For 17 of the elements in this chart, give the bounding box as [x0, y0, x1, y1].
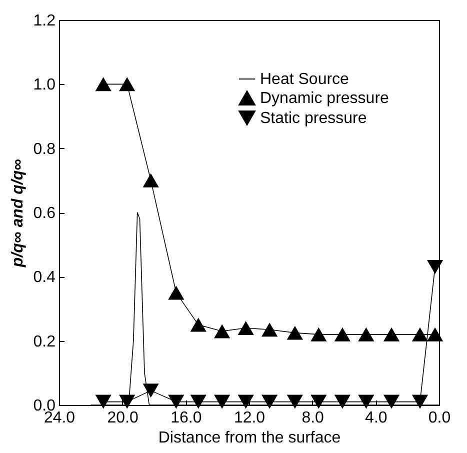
x-tick-label: 12.0 [234, 410, 266, 426]
x-tick-label: 0.0 [428, 410, 451, 426]
x-tick-label: 20.0 [107, 410, 139, 426]
x-tick-label: 8.0 [302, 410, 324, 426]
x-tick-label: 16.0 [170, 410, 202, 426]
legend-label: Heat Source [260, 71, 350, 88]
legend-label: Dynamic pressure [260, 90, 390, 107]
y-tick-label: 0.2 [33, 333, 56, 350]
y-tick-label: 1.2 [33, 12, 56, 30]
x-axis-title: Distance from the surface [158, 430, 341, 446]
x-tick-label: 4.0 [365, 410, 388, 426]
y-tick-label: 0.6 [33, 205, 56, 222]
y-tick-label: 1.0 [33, 76, 56, 94]
y-axis-title: p/q∞ and q/q∞ [9, 158, 26, 268]
y-tick-label: 0.4 [33, 269, 56, 286]
legend-label: Static pressure [260, 110, 367, 127]
y-tick-label: 0.8 [33, 140, 56, 158]
